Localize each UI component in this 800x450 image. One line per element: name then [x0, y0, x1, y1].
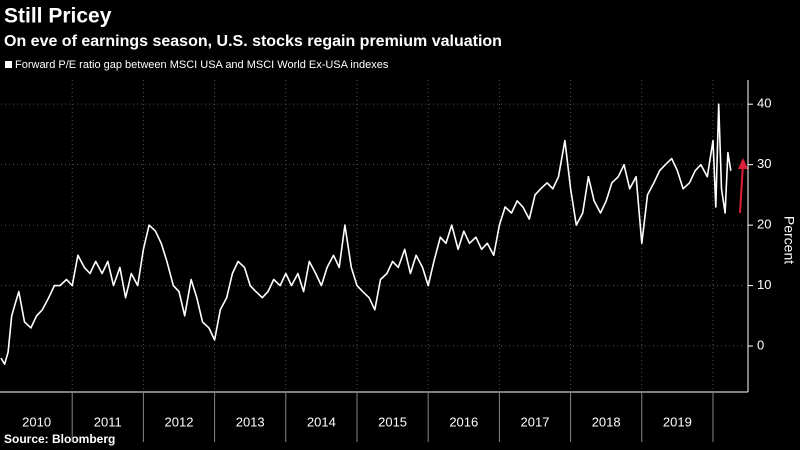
y-tick-label: 20	[757, 217, 771, 232]
x-tick-label: 2013	[236, 414, 265, 429]
x-tick-label: 2017	[521, 414, 550, 429]
x-tick-label: 2010	[22, 414, 51, 429]
legend-swatch	[5, 61, 12, 68]
chart-subtitle: On eve of earnings season, U.S. stocks r…	[4, 33, 502, 50]
x-tick-label: 2014	[307, 414, 336, 429]
x-tick-label: 2012	[165, 414, 194, 429]
y-tick-label: 40	[757, 96, 771, 111]
y-axis-label: Percent	[781, 216, 797, 264]
x-tick-label: 2016	[449, 414, 478, 429]
x-tick-label: 2019	[663, 414, 692, 429]
annotation-arrow	[739, 163, 744, 214]
y-tick-label: 0	[757, 337, 764, 352]
y-tick-label: 10	[757, 277, 771, 292]
source: Source: Bloomberg	[4, 432, 115, 446]
y-tick-label: 30	[757, 156, 771, 171]
x-tick-label: 2011	[94, 414, 122, 429]
x-tick-label: 2018	[592, 414, 621, 429]
x-tick-label: 2015	[378, 414, 407, 429]
chart-title: Still Pricey	[4, 5, 112, 28]
line-series	[0, 103, 732, 365]
annotation-arrowhead	[738, 158, 748, 169]
legend-label: Forward P/E ratio gap between MSCI USA a…	[15, 59, 389, 71]
